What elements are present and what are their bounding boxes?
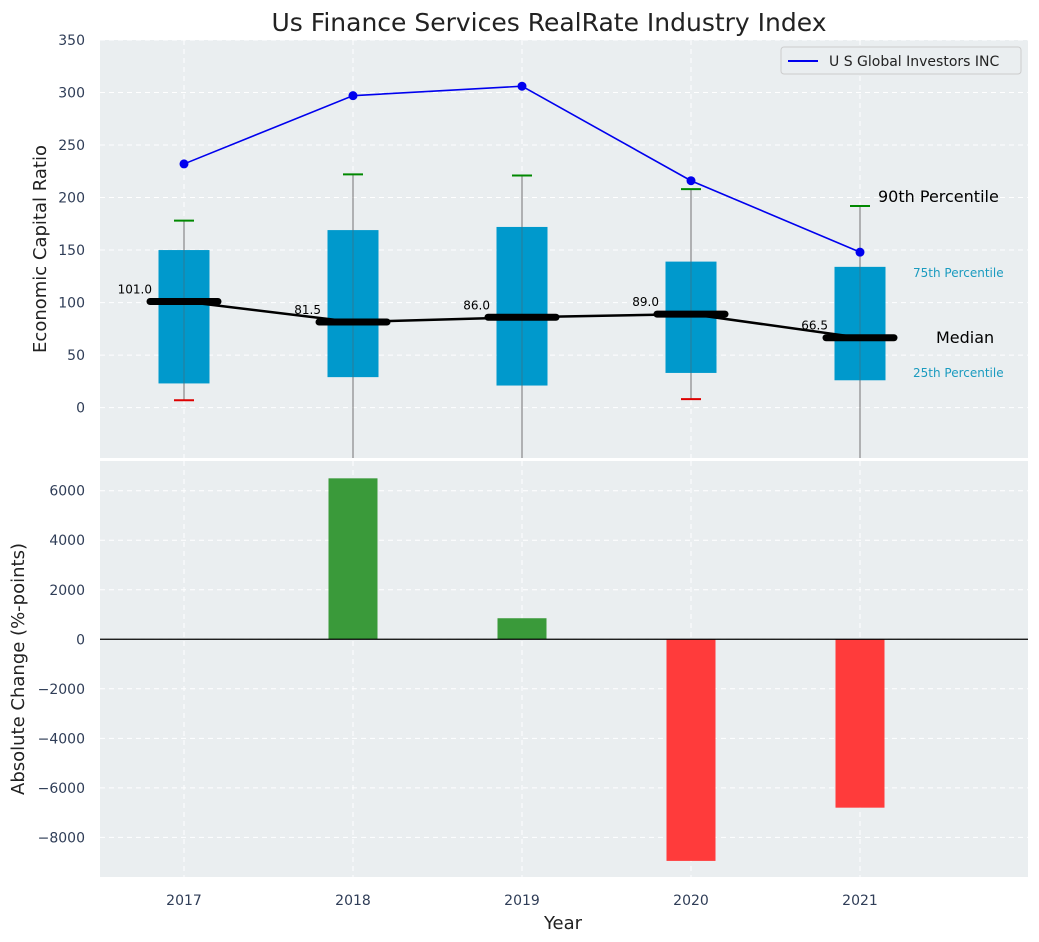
company-point [686, 176, 696, 186]
median-value-label: 89.0 [632, 295, 659, 309]
chart-title: Us Finance Services RealRate Industry In… [272, 8, 827, 37]
annotation-p90: 90th Percentile [878, 187, 999, 206]
legend: U S Global Investors INC [780, 46, 1022, 75]
top-y-tick-label: 200 [58, 191, 85, 207]
top-y-ticks: 0 50 100 150 200 250 300 350 [58, 33, 85, 417]
company-point [855, 247, 865, 257]
median-value-label: 86.0 [463, 298, 490, 312]
top-y-tick-label: 150 [58, 243, 85, 259]
bar-negative [666, 639, 716, 861]
annotation-median: Median [936, 328, 994, 347]
top-y-tick-label: 250 [58, 138, 85, 154]
x-tick-label: 2018 [335, 893, 371, 909]
company-point [517, 81, 527, 91]
top-y-tick-label: 300 [58, 86, 85, 102]
bar-positive [497, 618, 547, 640]
bottom-y-axis-label: Absolute Change (%-points) [8, 543, 29, 795]
bottom-y-tick-label: −8000 [38, 830, 85, 846]
top-panel: 0 50 100 150 200 250 300 350 101.0 81.5 86.0 89.0 6… [30, 33, 1028, 458]
bottom-y-tick-label: −2000 [38, 682, 85, 698]
x-tick-label: 2020 [673, 893, 709, 909]
top-y-axis-label: Economic Capital Ratio [30, 145, 51, 353]
top-y-tick-label: 100 [58, 296, 85, 312]
median-value-label: 101.0 [118, 283, 152, 297]
top-y-tick-label: 350 [58, 33, 85, 49]
x-tick-label: 2019 [504, 893, 540, 909]
annotation-p25: 25th Percentile [913, 366, 1004, 380]
bottom-grid [100, 461, 1028, 877]
bottom-y-tick-label: 4000 [49, 533, 85, 549]
median-value-label: 81.5 [294, 303, 321, 317]
bottom-y-tick-label: 2000 [49, 583, 85, 599]
top-y-tick-label: 0 [76, 401, 85, 417]
company-point [179, 159, 189, 169]
median-value-label: 66.5 [801, 319, 828, 333]
bottom-y-ticks: −8000 −6000 −4000 −2000 0 2000 4000 6000 [38, 484, 85, 847]
top-y-tick-label: 50 [67, 348, 85, 364]
percentile-annotations: 90th Percentile 75th Percentile Median 2… [878, 187, 1004, 380]
median-line-group [146, 298, 898, 342]
bar-positive [328, 478, 378, 640]
company-line-group [179, 81, 865, 257]
bar-negative [835, 639, 885, 808]
median-value-labels: 101.0 81.5 86.0 89.0 66.5 [118, 283, 828, 333]
bottom-y-tick-label: 0 [76, 632, 85, 648]
x-tick-label: 2021 [842, 893, 878, 909]
legend-box [780, 46, 1022, 75]
x-axis-label: Year [543, 913, 583, 934]
company-point [348, 91, 358, 101]
top-panel-background [100, 40, 1028, 458]
change-bars [328, 478, 885, 861]
x-tick-label: 2017 [166, 893, 202, 909]
legend-label: U S Global Investors INC [829, 54, 999, 70]
bottom-y-tick-label: 6000 [49, 484, 85, 500]
bottom-y-tick-label: −4000 [38, 731, 85, 747]
bottom-panel-background [100, 461, 1028, 877]
bottom-y-tick-label: −6000 [38, 781, 85, 797]
annotation-p75: 75th Percentile [913, 266, 1004, 280]
x-ticks: 2017 2018 2019 2020 2021 [166, 893, 878, 909]
